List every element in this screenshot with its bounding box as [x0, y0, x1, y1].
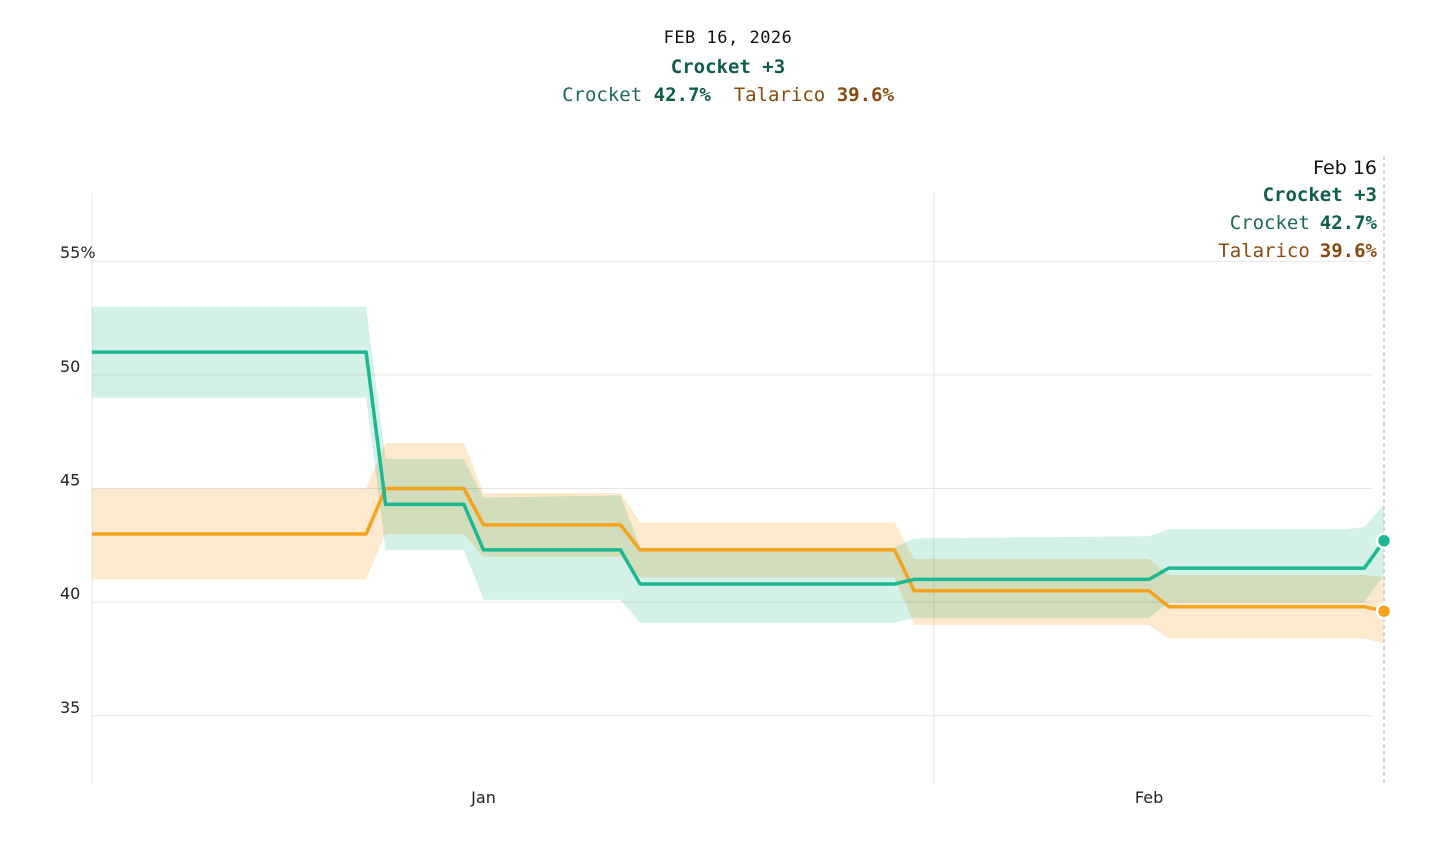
crocket-line: [92, 350, 1386, 586]
tooltip-candidate-a: Crocket: [1230, 212, 1310, 234]
tooltip-crocket: Crocket 42.7%: [1230, 212, 1378, 234]
tooltip-talarico: Talarico 39.6%: [1218, 240, 1377, 262]
series-lines: [92, 350, 1386, 613]
endpoint-dots[interactable]: [1375, 532, 1393, 620]
tooltip-candidate-b: Talarico: [1218, 240, 1310, 262]
crocket-endpoint-dot: [1375, 532, 1393, 550]
tooltip-value-a: 42.7%: [1320, 212, 1378, 234]
header-value-b: 39.6%: [836, 84, 894, 106]
header-candidate-b: Talarico: [733, 84, 826, 106]
x-tick-label: Feb: [1135, 788, 1163, 807]
crocket-band: [92, 306, 1384, 623]
x-axis: Jan Feb: [470, 788, 1163, 807]
x-tick-label: Jan: [470, 788, 496, 807]
y-tick-label: 45: [60, 471, 80, 490]
y-tick-label: 50: [60, 357, 80, 376]
y-tick-label: 40: [60, 584, 80, 603]
header-date: FEB 16, 2026: [663, 28, 793, 48]
tooltip-value-b: 39.6%: [1320, 240, 1378, 262]
y-axis: 55% 50 45 40 35: [60, 243, 96, 717]
y-tick-label: 35: [60, 698, 80, 717]
header-value-a: 42.7%: [653, 84, 711, 106]
header-values: Crocket 42.7% Talarico 39.6%: [0, 84, 1456, 106]
confidence-bands: [92, 306, 1384, 644]
chart-header: FEB 16, 2026 Crocket +3 Crocket 42.7% Ta…: [0, 28, 1456, 106]
talarico-endpoint-dot: [1375, 602, 1393, 620]
tooltip-date: Feb 16: [1313, 157, 1377, 179]
talarico-line: [92, 486, 1385, 613]
header-candidate-a: Crocket: [562, 84, 643, 106]
tooltip-lead: Crocket +3: [1263, 184, 1377, 206]
header-lead: Crocket +3: [670, 56, 786, 78]
hover-tooltip: Feb 16 Crocket +3 Crocket 42.7% Talarico 3…: [1218, 157, 1377, 262]
y-tick-label: 55%: [60, 243, 96, 262]
